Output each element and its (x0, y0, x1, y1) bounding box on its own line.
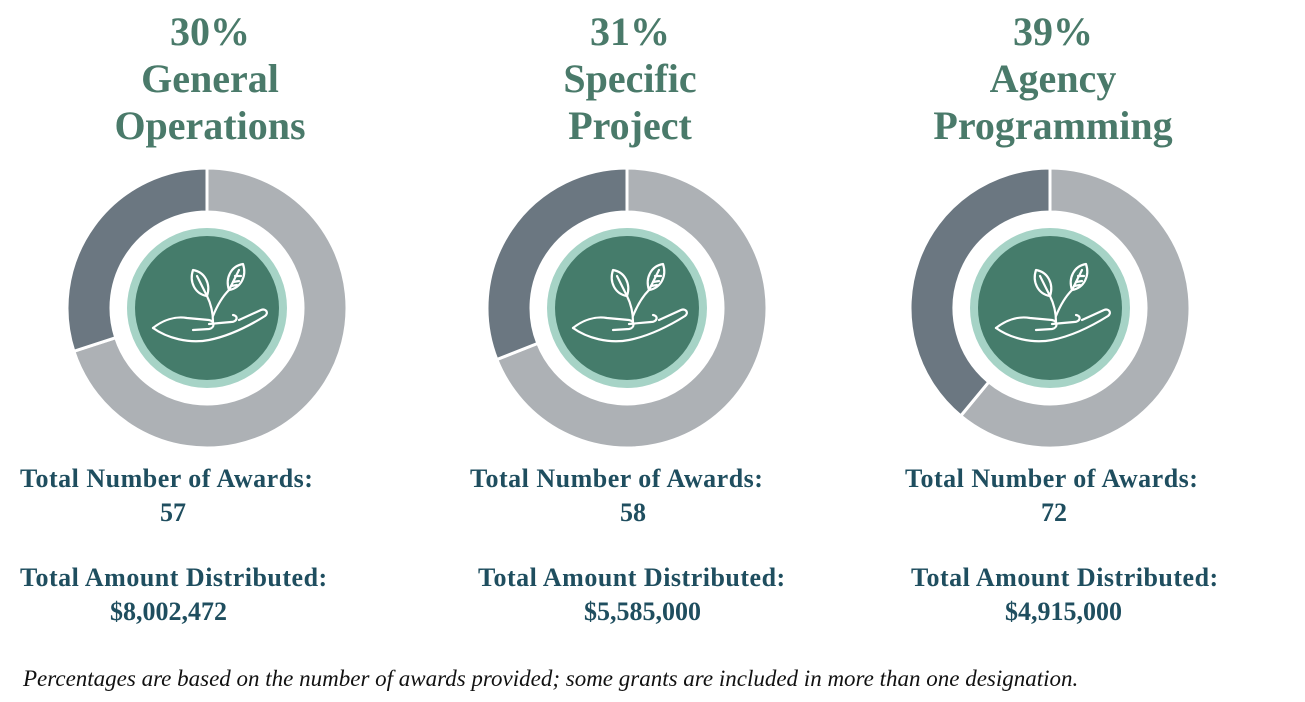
icon-stroke (651, 279, 661, 284)
donut-chart (485, 166, 769, 450)
title-line: Operations (114, 103, 306, 148)
icon-stroke (207, 313, 238, 326)
percent-label: 39% (1013, 9, 1093, 54)
chart-panel-specific-project: 31% Specific Project Total Number of Awa… (420, 0, 855, 650)
icon-stroke (1069, 262, 1089, 292)
icon-stroke (195, 274, 209, 298)
chart-panel-agency-programming: 39% Agency Programming Total Number of A… (843, 0, 1278, 650)
icon-stroke (994, 308, 1111, 343)
icon-stroke (625, 294, 635, 324)
icon-stroke (571, 316, 635, 332)
icon-stroke (631, 288, 651, 318)
percent-label: 30% (170, 9, 250, 54)
icon-stroke (610, 268, 630, 298)
amount-label: Total Amount Distributed: (478, 563, 786, 592)
chart-panel-general-operations: 30% General Operations Total Number of A… (0, 0, 435, 650)
icon-stroke (994, 316, 1058, 332)
hand-with-seedling-icon (571, 262, 688, 343)
awards-value: 58 (620, 498, 646, 527)
slice-remainder (494, 166, 769, 450)
icon-stroke (231, 279, 241, 284)
slice-highlight (65, 166, 209, 354)
title-line: General (141, 56, 279, 101)
icon-stroke (615, 274, 629, 298)
title-line: Programming (933, 103, 1173, 148)
amount-label: Total Amount Distributed: (911, 563, 1219, 592)
hand-with-seedling-icon (151, 262, 268, 343)
icon-stroke (1038, 274, 1052, 298)
icon-stroke (205, 294, 215, 324)
chart-heading: 39% Agency Programming (843, 8, 1263, 149)
title-line: Agency (989, 56, 1117, 101)
amount-label: Total Amount Distributed: (20, 563, 328, 592)
donut-svg (908, 166, 1192, 450)
icon-stroke (229, 283, 239, 288)
title-line: Project (568, 103, 692, 148)
slice-highlight (485, 166, 629, 362)
icon-stroke (1072, 283, 1082, 288)
awards-label: Total Number of Awards: (470, 464, 764, 493)
slice-remainder (71, 166, 349, 450)
footnote: Percentages are based on the number of a… (23, 666, 1079, 691)
icon-stroke (1050, 313, 1081, 326)
chart-heading: 30% General Operations (0, 8, 420, 149)
icon-stroke (151, 316, 215, 332)
amount-value: $8,002,472 (110, 597, 227, 626)
amount-value: $4,915,000 (1005, 597, 1122, 626)
icon-stroke (649, 283, 659, 288)
chart-heading: 31% Specific Project (420, 8, 840, 149)
icon-stroke (646, 262, 666, 292)
center-disc (135, 236, 279, 380)
awards-label: Total Number of Awards: (20, 464, 314, 493)
icon-stroke (1074, 279, 1084, 284)
icon-stroke (1048, 294, 1058, 324)
icon-stroke (211, 288, 231, 318)
center-disc (978, 236, 1122, 380)
slice-remainder (958, 166, 1192, 450)
donut-chart (65, 166, 349, 450)
percent-label: 31% (590, 9, 670, 54)
icon-stroke (571, 308, 688, 343)
icon-stroke (151, 308, 268, 343)
icon-stroke (627, 313, 658, 326)
center-disc (555, 236, 699, 380)
title-line: Specific (563, 56, 697, 101)
awards-label: Total Number of Awards: (905, 464, 1199, 493)
icon-stroke (1033, 268, 1053, 298)
icon-stroke (226, 262, 246, 292)
donut-svg (65, 166, 349, 450)
awards-value: 72 (1041, 498, 1067, 527)
hand-with-seedling-icon (994, 262, 1111, 343)
donut-svg (485, 166, 769, 450)
icon-stroke (190, 268, 210, 298)
slice-highlight (908, 166, 1052, 418)
amount-value: $5,585,000 (584, 597, 701, 626)
icon-stroke (1054, 288, 1074, 318)
donut-chart (908, 166, 1192, 450)
awards-value: 57 (160, 498, 186, 527)
